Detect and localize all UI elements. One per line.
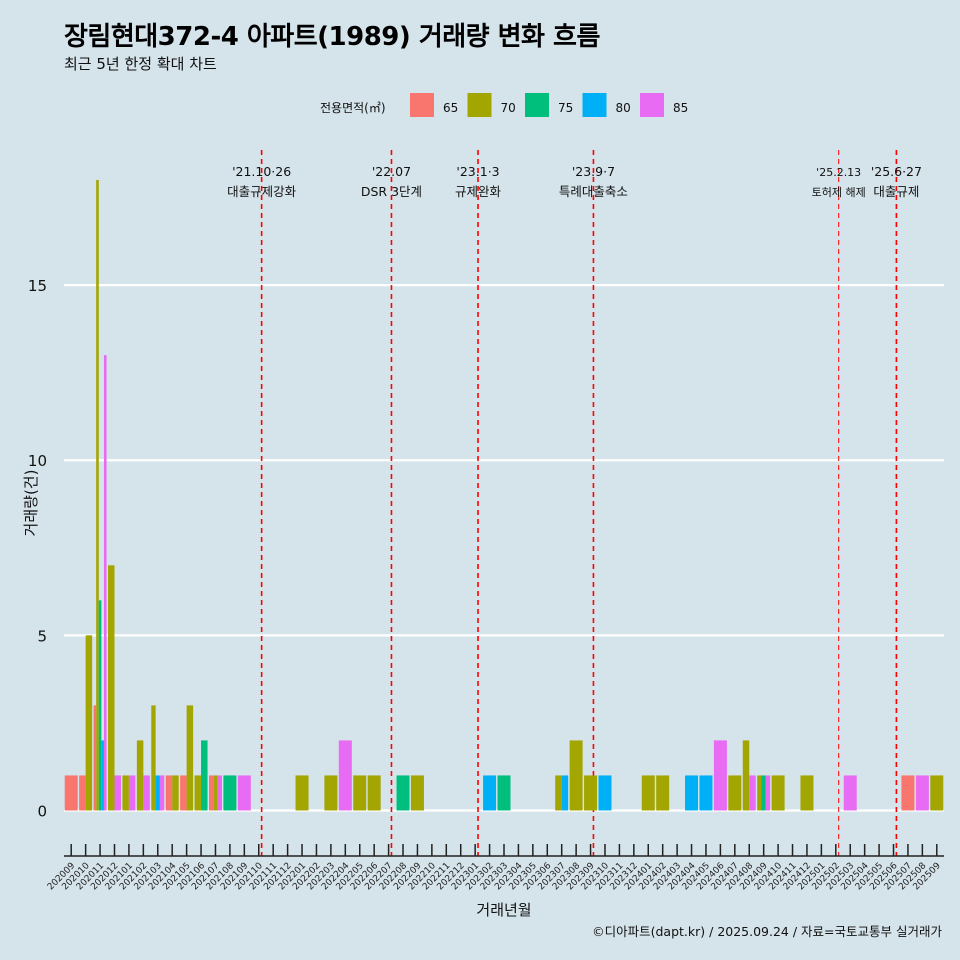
legend-label-85: 85 [673,101,688,115]
y-axis-label: 거래량(건) [22,470,40,537]
bar-202103-80 [155,775,160,811]
grid: 0 5 10 15 [28,277,944,820]
bar-202108-75 [223,775,237,811]
y-tick-label-15: 15 [28,277,47,295]
bar-202401-70 [641,775,655,811]
y-tick-label-0: 0 [37,802,47,820]
event-date-5: '25.6·27 [871,164,922,179]
legend-label-75: 75 [558,101,573,115]
bar-202404-80 [685,775,699,811]
legend-key-70 [467,93,492,117]
bar-202503-85 [843,775,857,811]
bar-202106-75 [201,740,208,811]
bar-202310-80 [598,775,612,811]
bar-202201-70 [295,775,309,811]
legend-key-75 [525,93,549,117]
bar-202011-80 [101,740,104,811]
bar-202409-75 [761,775,766,811]
event-date-0: '21.10·26 [232,164,291,179]
bar-202106-70 [194,775,202,811]
bar-202302-80 [483,775,497,811]
bar-202204-85 [338,740,352,811]
legend-key-85 [640,93,664,117]
bar-202402-70 [656,775,670,811]
bar-202010-70 [85,635,93,811]
bar-202105-70 [186,705,194,811]
bar-202107-65 [208,775,214,811]
bar-202009-65 [64,775,78,811]
bar-202104-70 [172,775,179,811]
bar-202206-70 [367,775,381,811]
axes: 2020092020102020112020122021012021022021… [46,844,944,892]
bar-202012-70 [108,565,115,811]
bar-202307-80 [561,775,569,811]
bar-202103-70 [151,705,156,811]
bar-202107-85 [217,775,222,811]
bar-202101-85 [128,775,136,811]
legend: 전용면적(㎡) 65 70 75 80 85 [320,93,688,117]
event-date-3: '23.9·7 [572,164,615,179]
bar-202405-80 [699,775,713,811]
bar-202307-70 [555,775,562,811]
bar-202409-70 [757,775,762,811]
legend-label-70: 70 [501,101,516,115]
y-tick-label-5: 5 [37,627,47,645]
event-label-2: 규제완화 [455,184,502,199]
event-lines: '21.10·26 대출규제강화 '22.07 DSR 3단계 '23.1·3 규제완화 '… [227,150,922,856]
bars [64,180,944,811]
bar-202103-85 [159,775,165,811]
legend-key-80 [582,93,607,117]
bar-202412-70 [800,775,814,811]
bar-202308-70 [569,740,583,811]
event-label-1: DSR 3단계 [361,184,422,199]
event-label-4: 토허제 해제 [812,185,866,199]
bar-202102-85 [143,775,150,811]
bar-202205-70 [353,775,367,811]
bar-202101-70 [122,775,129,811]
x-axis-label: 거래년월 [476,901,531,919]
bar-202105-65 [180,775,187,811]
bar-202011-75 [98,600,102,811]
bar-202011-70 [96,180,99,811]
bar-202011-65 [93,705,97,811]
event-label-3: 특례대출축소 [559,184,628,199]
bar-202408-70 [742,740,750,811]
bar-202408-85 [749,775,756,811]
event-label-5: 대출규제 [873,184,919,199]
legend-key-65 [410,93,434,117]
bar-202410-70 [771,775,785,811]
y-tick-label-10: 10 [28,452,47,470]
bar-202508-85 [915,775,929,811]
bar-202109-85 [237,775,251,811]
bar-202102-70 [136,740,144,811]
chart-title: 장림현대372-4 아파트(1989) 거래량 변화 흐름 [64,22,600,52]
legend-label-65: 65 [443,101,458,115]
bar-202309-70 [584,775,598,811]
bar-202303-75 [497,775,511,811]
legend-label-80: 80 [616,101,631,115]
bar-202012-85 [114,775,121,811]
bar-202406-85 [713,740,727,811]
bar-202208-75 [396,775,410,811]
bar-202203-70 [324,775,338,811]
legend-title: 전용면적(㎡) [320,101,386,115]
chart-subtitle: 최근 5년 한정 확대 차트 [64,55,217,73]
event-date-1: '22.07 [372,164,411,179]
event-date-4: '25.2.13 [816,166,861,179]
event-label-0: 대출규제강화 [227,184,297,199]
bar-202104-65 [165,775,173,811]
event-date-2: '23.1·3 [456,164,499,179]
bar-202010-65 [79,775,86,811]
bar-202509-70 [930,775,944,811]
bar-202107-70 [213,775,218,811]
bar-202409-85 [765,775,771,811]
bar-202011-85 [103,355,107,811]
bar-202209-70 [410,775,424,811]
bar-202407-70 [728,775,742,811]
source-caption: ©디아파트(dapt.kr) / 2025.09.24 / 자료=국토교통부 실… [592,924,942,939]
bar-202507-65 [901,775,915,811]
